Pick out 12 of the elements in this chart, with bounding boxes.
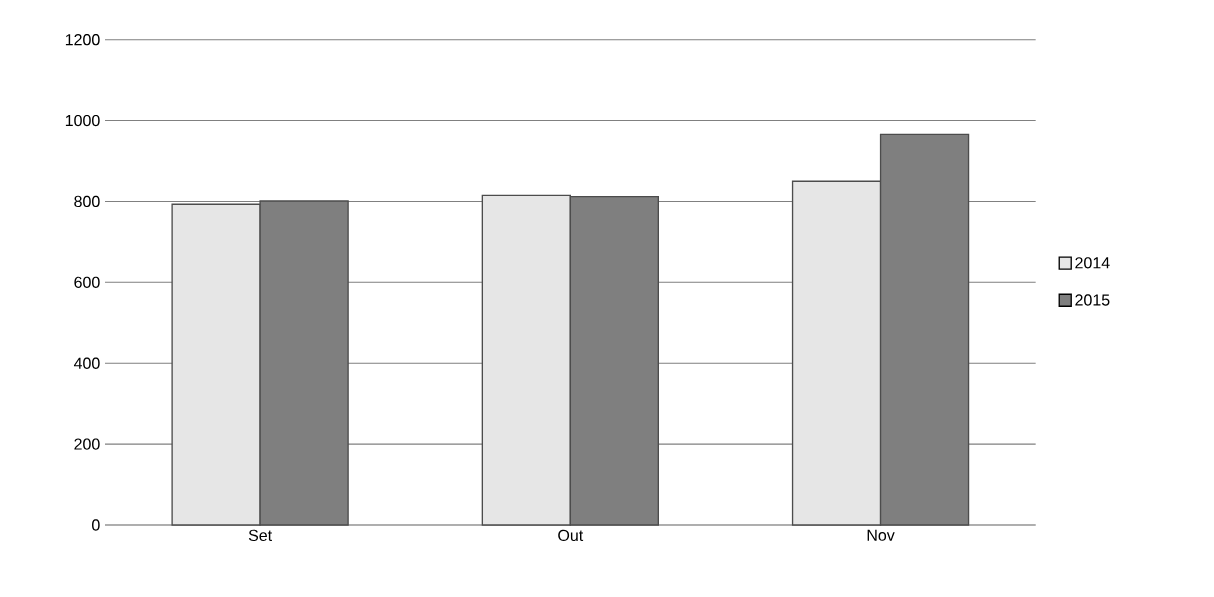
y-tick-label: 1200 [65, 34, 100, 46]
x-tick-label: Out [558, 529, 584, 542]
legend-label: 2015 [1075, 294, 1110, 306]
x-tick-label: Set [248, 529, 272, 542]
y-tick-label: 800 [74, 195, 100, 208]
legend-label: 2014 [1075, 257, 1110, 269]
y-tick-label: 200 [74, 438, 100, 450]
y-tick-label: 600 [74, 276, 100, 288]
y-tick-label: 0 [92, 519, 100, 531]
x-tick-label: Nov [867, 529, 895, 541]
y-tick-label: 400 [73, 357, 100, 369]
y-tick-label: 1000 [65, 114, 100, 127]
